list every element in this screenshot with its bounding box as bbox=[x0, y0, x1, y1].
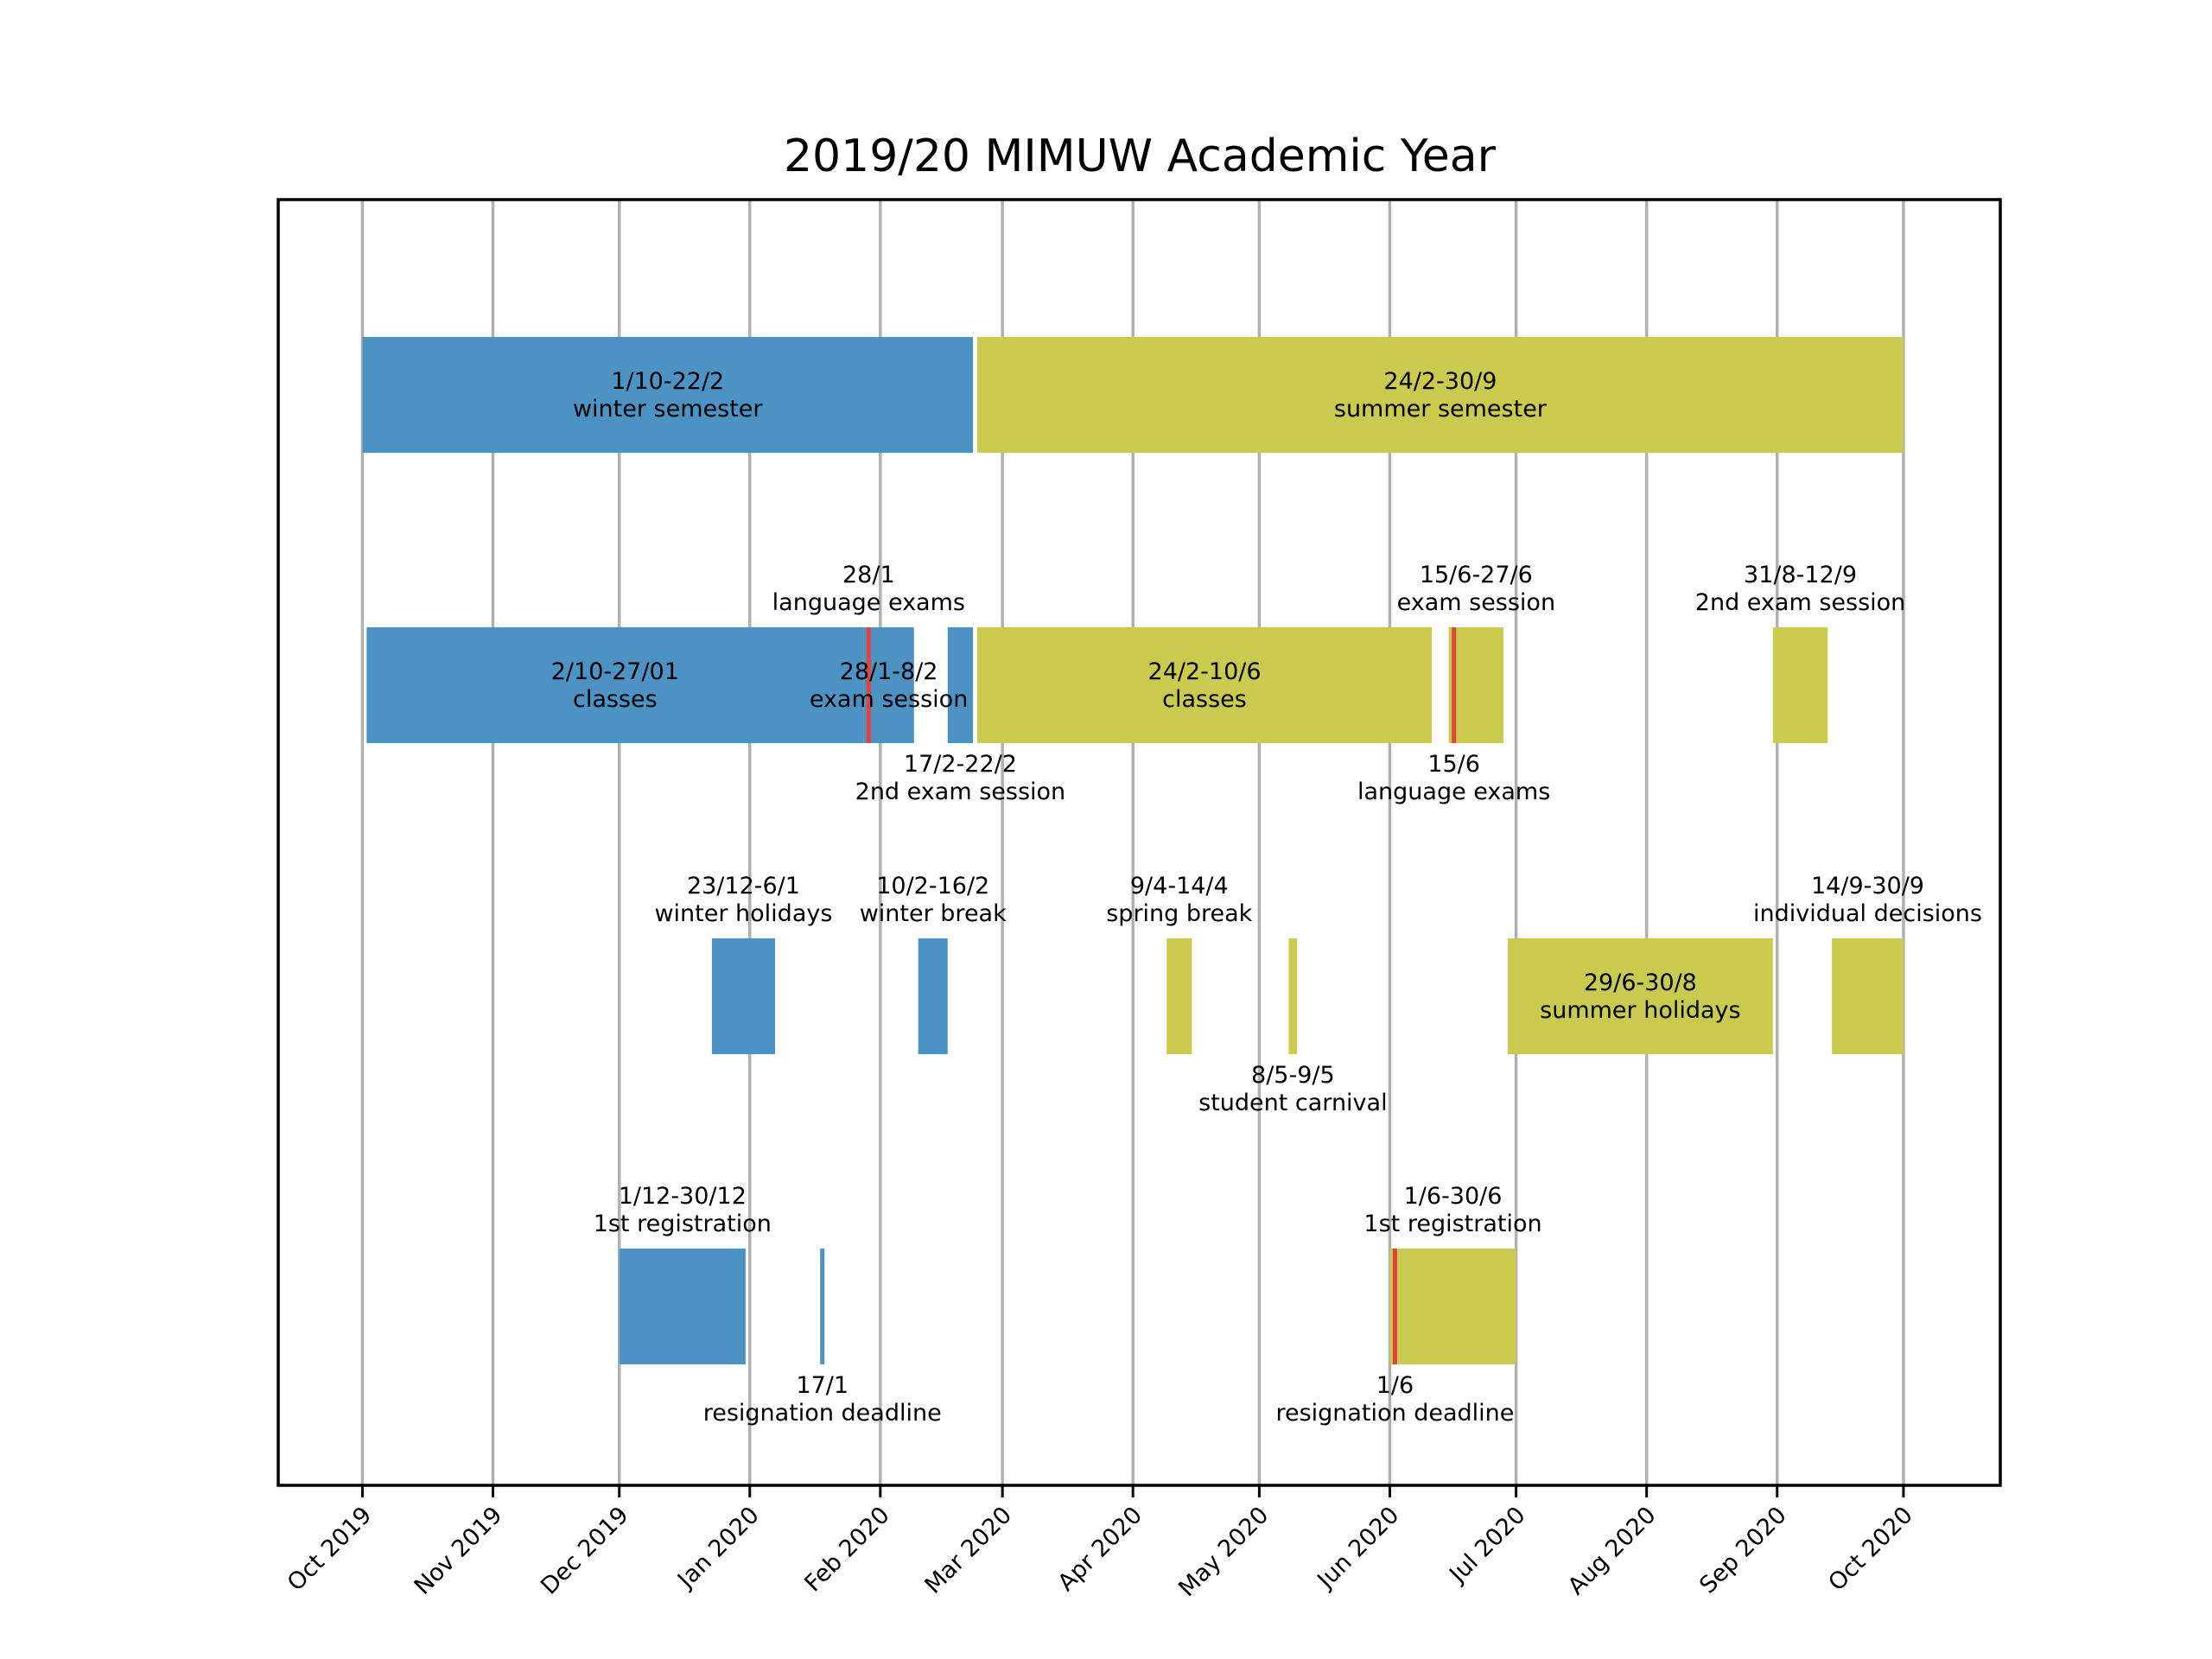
x-tick-label: Jan 2020 bbox=[671, 1502, 764, 1594]
x-tick-label: Aug 2020 bbox=[1563, 1502, 1662, 1600]
winter-semester-bar bbox=[362, 337, 974, 453]
x-tick-label: Oct 2019 bbox=[283, 1502, 378, 1597]
x-tick-label: Mar 2020 bbox=[919, 1502, 1017, 1599]
1st-registration-bar bbox=[619, 1249, 746, 1364]
1st-registration-bar bbox=[1389, 1249, 1516, 1364]
student-carnival-name: student carnival bbox=[1198, 1090, 1387, 1116]
resignation-deadline-date-range: 1/6 bbox=[1376, 1372, 1414, 1399]
spring-break-bar bbox=[1166, 938, 1192, 1054]
x-tick-label: Dec 2019 bbox=[536, 1502, 634, 1600]
x-tick-label: Apr 2020 bbox=[1053, 1502, 1148, 1597]
1st-registration-name: 1st registration bbox=[1363, 1211, 1541, 1237]
spring-break-date-range: 9/4-14/4 bbox=[1130, 873, 1229, 899]
2nd-exam-session-bar bbox=[947, 627, 974, 743]
summer-holidays-date-range: 29/6-30/8 bbox=[1584, 969, 1697, 996]
2nd-exam-session-bar bbox=[1772, 627, 1828, 743]
x-tick-label: Jun 2020 bbox=[1312, 1502, 1405, 1595]
2nd-exam-session-date-range: 31/8-12/9 bbox=[1744, 562, 1857, 588]
exam-session-name: exam session bbox=[810, 686, 969, 713]
resignation-deadline-date-range: 17/1 bbox=[796, 1372, 849, 1399]
language-exams-date-range: 28/1 bbox=[842, 562, 895, 588]
exam-session-bar bbox=[863, 627, 914, 743]
1st-registration-date-range: 1/6-30/6 bbox=[1404, 1183, 1503, 1210]
summer-semester-name: summer semester bbox=[1334, 396, 1548, 423]
1st-registration-name: 1st registration bbox=[594, 1211, 772, 1237]
x-tick-label: May 2020 bbox=[1173, 1502, 1274, 1602]
resignation-deadline-name: resignation deadline bbox=[703, 1400, 942, 1427]
winter-break-bar bbox=[918, 938, 948, 1054]
classes-bar bbox=[976, 627, 1433, 743]
language-exams-name: language exams bbox=[1357, 779, 1550, 805]
resignation-deadline-name: resignation deadline bbox=[1275, 1400, 1514, 1427]
spring-break-name: spring break bbox=[1106, 900, 1252, 927]
winter-holidays-date-range: 23/12-6/1 bbox=[687, 873, 800, 899]
exam-session-date-range: 15/6-27/6 bbox=[1420, 562, 1533, 588]
language-exams-name: language exams bbox=[772, 589, 965, 616]
classes-date-range: 2/10-27/01 bbox=[551, 658, 679, 685]
exam-session-date-range: 28/1-8/2 bbox=[840, 658, 938, 685]
resignation-deadline-marker bbox=[1392, 1249, 1397, 1364]
plot-frame bbox=[276, 198, 2002, 1487]
2nd-exam-session-name: 2nd exam session bbox=[855, 779, 1066, 805]
language-exams-date-range: 15/6 bbox=[1427, 751, 1480, 778]
winter-holidays-name: winter holidays bbox=[654, 900, 832, 927]
1st-registration-date-range: 1/12-30/12 bbox=[619, 1183, 747, 1210]
x-tick-label: Nov 2019 bbox=[410, 1502, 508, 1600]
student-carnival-date-range: 8/5-9/5 bbox=[1251, 1062, 1335, 1089]
exam-session-bar bbox=[1448, 627, 1504, 743]
classes-bar bbox=[366, 627, 864, 743]
classes-name: classes bbox=[573, 686, 658, 713]
x-tick-label: Oct 2020 bbox=[1823, 1502, 1918, 1597]
timeline-bars bbox=[362, 337, 1904, 1364]
language-exams-marker bbox=[866, 627, 871, 743]
x-tick-label: Feb 2020 bbox=[799, 1502, 894, 1597]
chart-title: 2019/20 MIMUW Academic Year bbox=[784, 130, 1497, 182]
classes-name: classes bbox=[1162, 686, 1247, 713]
winter-semester-name: winter semester bbox=[573, 396, 763, 423]
winter-holidays-bar bbox=[711, 938, 775, 1054]
summer-semester-date-range: 24/2-30/9 bbox=[1383, 368, 1497, 395]
individual-decisions-bar bbox=[1832, 938, 1904, 1054]
student-carnival-bar bbox=[1288, 938, 1298, 1054]
exam-session-name: exam session bbox=[1397, 589, 1556, 616]
winter-break-date-range: 10/2-16/2 bbox=[876, 873, 989, 899]
summer-semester-bar bbox=[976, 337, 1904, 453]
winter-semester-date-range: 1/10-22/2 bbox=[611, 368, 724, 395]
x-tick-label: Jul 2020 bbox=[1444, 1502, 1531, 1589]
resignation-deadline-marker bbox=[820, 1249, 825, 1364]
summer-holidays-bar bbox=[1507, 938, 1773, 1054]
winter-break-name: winter break bbox=[860, 900, 1007, 927]
summer-holidays-name: summer holidays bbox=[1540, 997, 1740, 1024]
x-axis: Oct 2019 Nov 2019 Dec 2019 Jan 2020 Feb 2020… bbox=[283, 1485, 1918, 1602]
2nd-exam-session-name: 2nd exam session bbox=[1695, 589, 1906, 616]
individual-decisions-date-range: 14/9-30/9 bbox=[1811, 873, 1924, 899]
2nd-exam-session-date-range: 17/2-22/2 bbox=[904, 751, 1017, 778]
classes-date-range: 24/2-10/6 bbox=[1148, 658, 1262, 685]
x-tick-label: Sep 2020 bbox=[1694, 1502, 1792, 1599]
language-exams-marker bbox=[1452, 627, 1457, 743]
individual-decisions-name: individual decisions bbox=[1753, 900, 1982, 927]
